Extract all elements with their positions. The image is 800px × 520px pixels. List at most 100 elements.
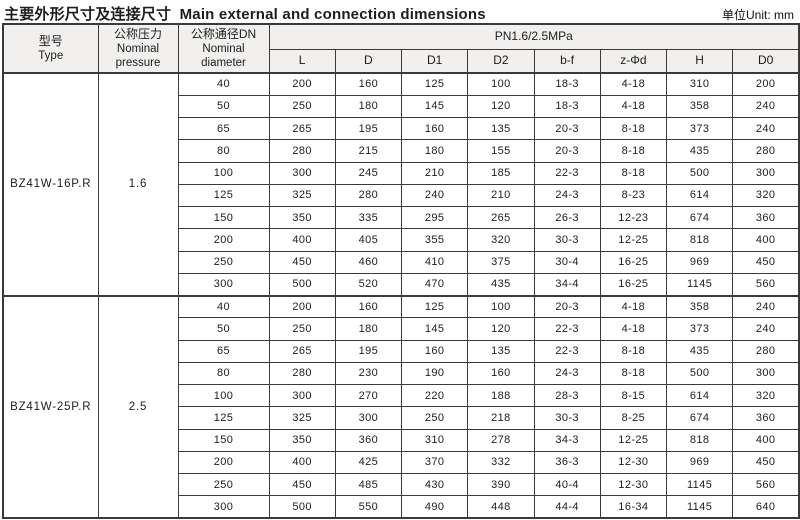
cell-dim: 12-25 — [599, 428, 668, 452]
table-row: 200 400 425 370 332 36-3 12-30 969 450 — [3, 450, 800, 475]
cell-dim: 270 — [334, 383, 403, 408]
cell-dn: 300 — [177, 495, 270, 519]
header-dim-l: L — [268, 48, 336, 74]
cell-dim: 190 — [400, 361, 469, 386]
cell-dim: 30-3 — [533, 228, 601, 252]
table-row: 65 265 195 160 135 20-3 8-18 373 240 — [3, 116, 800, 141]
cell-dim: 22-3 — [533, 339, 601, 363]
cell-dim: 1145 — [665, 272, 734, 297]
table-row: 150 350 360 310 278 34-3 12-25 818 400 — [3, 428, 800, 452]
cell-dim: 360 — [732, 406, 800, 430]
cell-dim: 215 — [334, 139, 403, 163]
cell-dim: 373 — [665, 317, 734, 341]
cell-dim: 220 — [400, 383, 469, 408]
cell-dim: 195 — [334, 339, 403, 363]
cell-dim: 450 — [268, 472, 336, 497]
cell-dim: 8-15 — [599, 383, 668, 408]
cell-dim: 1145 — [665, 472, 734, 497]
header-pressure-zh: 公称压力 — [113, 26, 162, 41]
cell-dim: 450 — [732, 250, 800, 274]
cell-dim: 435 — [665, 139, 734, 163]
cell-dim: 490 — [400, 495, 469, 519]
cell-dim: 185 — [467, 161, 535, 185]
cell-dim: 30-3 — [533, 406, 601, 430]
cell-dim: 640 — [732, 495, 800, 519]
cell-dim: 155 — [467, 139, 535, 163]
table-row: 125 325 280 240 210 24-3 8-23 614 320 — [3, 183, 800, 208]
cell-dim: 125 — [400, 71, 469, 96]
cell-pressure: 2.5 — [97, 294, 179, 519]
cell-dim: 674 — [665, 205, 734, 230]
cell-dim: 180 — [334, 94, 403, 119]
page-title-zh: 主要外形尺寸及连接尺寸 — [4, 6, 172, 23]
cell-dim: 373 — [665, 116, 734, 141]
cell-dim: 310 — [400, 428, 469, 452]
cell-dim: 120 — [467, 94, 535, 119]
cell-dim: 325 — [268, 406, 336, 430]
cell-dim: 210 — [400, 161, 469, 185]
cell-dim: 44-4 — [533, 495, 601, 519]
cell-dim: 145 — [400, 94, 469, 119]
header-dim-d: D — [334, 48, 403, 74]
cell-dim: 210 — [467, 183, 535, 208]
cell-dim: 195 — [334, 116, 403, 141]
cell-dim: 320 — [732, 183, 800, 208]
cell-dn: 250 — [177, 250, 270, 274]
cell-dim: 20-3 — [533, 116, 601, 141]
cell-dim: 4-18 — [599, 317, 668, 341]
table-row: 300 500 550 490 448 44-4 16-34 1145 640 — [3, 495, 800, 519]
cell-dim: 16-34 — [599, 495, 668, 519]
cell-dim: 20-3 — [533, 294, 601, 319]
header-pressure-en2: pressure — [115, 57, 161, 69]
cell-type: BZ41W-16P.R — [2, 72, 99, 296]
header-dim-h: H — [665, 48, 734, 74]
cell-dn: 200 — [177, 450, 270, 475]
table-row: 80 280 230 190 160 24-3 8-18 500 300 — [3, 361, 800, 386]
cell-dim: 332 — [467, 450, 535, 475]
cell-dim: 969 — [665, 250, 734, 274]
cell-dim: 320 — [467, 228, 535, 252]
cell-dn: 40 — [177, 71, 270, 96]
header-pressure: 公称压力 Nominal pressure — [97, 23, 179, 74]
cell-dim: 1145 — [665, 495, 734, 519]
cell-dn: 300 — [177, 272, 270, 297]
cell-dim: 969 — [665, 450, 734, 475]
cell-dim: 250 — [268, 317, 336, 341]
table-row: 125 325 300 250 218 30-3 8-25 674 360 — [3, 406, 800, 430]
cell-dim: 300 — [268, 383, 336, 408]
cell-dim: 360 — [334, 428, 403, 452]
cell-dim: 500 — [268, 272, 336, 297]
cell-type: BZ41W-25P.R — [2, 294, 99, 519]
header-type-zh: 型号 — [38, 33, 63, 48]
cell-dim: 22-3 — [533, 317, 601, 341]
cell-dim: 8-18 — [599, 139, 668, 163]
cell-dim: 34-4 — [533, 272, 601, 297]
header-type-en: Type — [38, 49, 64, 62]
cell-dim: 295 — [400, 205, 469, 230]
cell-dim: 240 — [732, 317, 800, 341]
table-row: 100 300 245 210 185 22-3 8-18 500 300 — [3, 161, 800, 185]
cell-dim: 28-3 — [533, 383, 601, 408]
cell-dim: 160 — [467, 361, 535, 386]
cell-dim: 160 — [334, 71, 403, 96]
cell-dim: 8-23 — [599, 183, 668, 208]
cell-dim: 435 — [467, 272, 535, 297]
cell-dim: 450 — [732, 450, 800, 475]
cell-dim: 358 — [665, 94, 734, 119]
cell-dim: 160 — [334, 294, 403, 319]
cell-dim: 430 — [400, 472, 469, 497]
cell-dim: 450 — [268, 250, 336, 274]
cell-dim: 180 — [334, 317, 403, 341]
cell-dim: 4-18 — [599, 94, 668, 119]
cell-dim: 425 — [334, 450, 403, 475]
cell-dim: 145 — [400, 317, 469, 341]
cell-dn: 65 — [177, 339, 270, 363]
cell-dim: 26-3 — [533, 205, 601, 230]
unit-label: 单位Unit: mm — [721, 8, 794, 22]
cell-dim: 100 — [467, 294, 535, 319]
table-header: 型号 Type 公称压力 Nominal pressure 公称通径DN Nom… — [2, 23, 800, 74]
cell-dim: 818 — [665, 228, 734, 252]
cell-dim: 500 — [665, 361, 734, 386]
cell-dim: 135 — [467, 339, 535, 363]
cell-dim: 240 — [732, 94, 800, 119]
